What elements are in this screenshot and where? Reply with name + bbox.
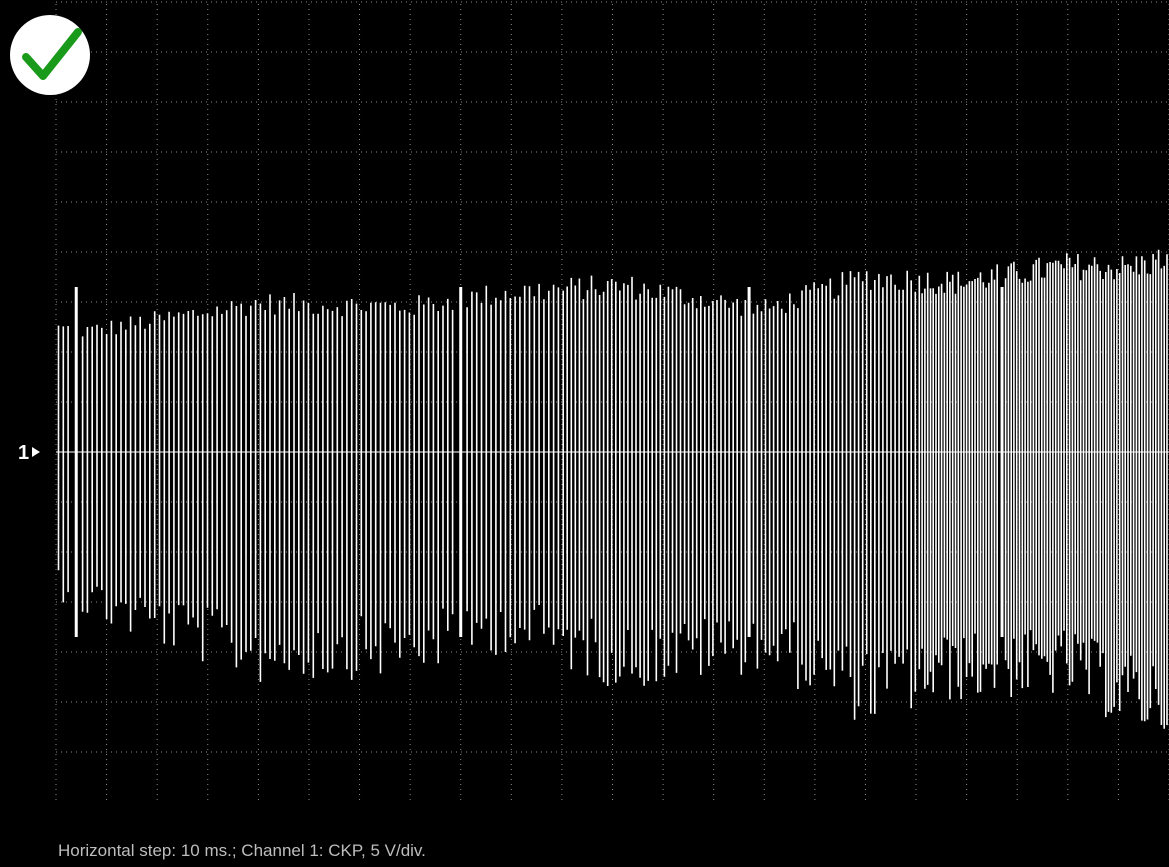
channel-1-marker: 1 [18, 442, 40, 464]
channel-1-marker-label: 1 [18, 442, 29, 464]
channel-1-marker-arrow [32, 447, 40, 457]
status-check-badge [10, 15, 90, 95]
scope-settings-caption: Horizontal step: 10 ms.; Channel 1: CKP,… [58, 841, 426, 861]
status-badge-circle [10, 15, 90, 95]
